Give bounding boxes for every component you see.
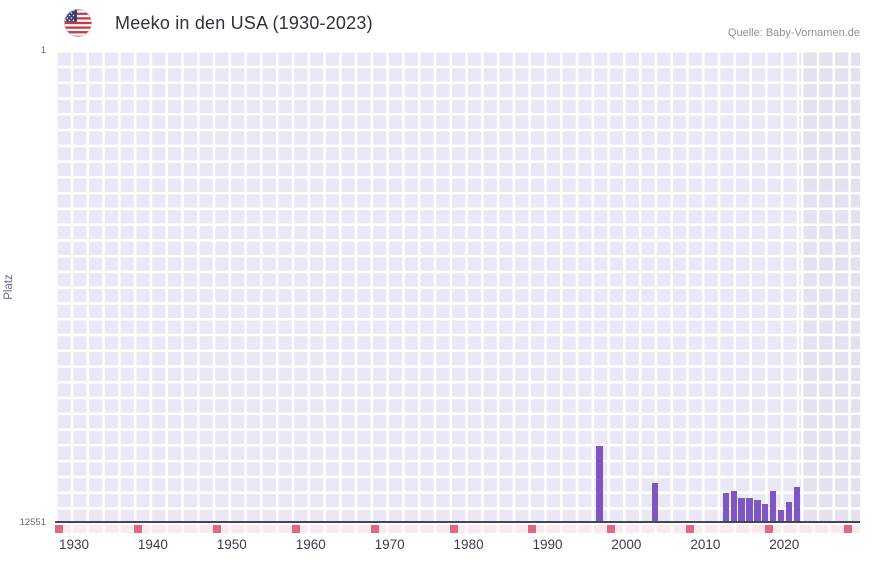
rank-bar-2014[interactable] <box>722 492 729 521</box>
decade-tick-1990 <box>528 525 537 533</box>
x-tick-label-1960: 1960 <box>295 537 326 552</box>
decade-tick-2020 <box>765 525 774 533</box>
y-tick-label-worst: 12551 <box>19 517 46 528</box>
decade-tick-1970 <box>370 525 379 533</box>
chart-title: Meeko in den USA (1930-2023) <box>115 13 373 33</box>
x-tick-label-1930: 1930 <box>58 537 89 552</box>
decade-tick-1930 <box>55 525 63 533</box>
rank-bar-2019[interactable] <box>762 504 769 521</box>
x-tick-label-1990: 1990 <box>532 537 563 552</box>
decade-tick-1950 <box>212 525 221 533</box>
x-tick-label-1980: 1980 <box>453 537 484 552</box>
us-flag-icon <box>63 8 93 38</box>
y-tick-label-best: 1 <box>40 45 46 56</box>
rank-bar-2005[interactable] <box>651 483 658 521</box>
rank-bar-2021[interactable] <box>777 509 785 521</box>
no-data-band <box>800 50 860 521</box>
decade-tick-2010 <box>686 525 695 533</box>
decade-tick-1960 <box>291 525 300 533</box>
rank-bar-2017[interactable] <box>746 498 753 521</box>
source-attribution: Quelle: Baby-Vornamen.de <box>727 27 860 39</box>
rank-bar-2018[interactable] <box>754 500 761 521</box>
plot-area <box>55 50 860 523</box>
rank-bar-2015[interactable] <box>730 490 737 521</box>
decade-tick-1940 <box>133 525 142 533</box>
x-tick-label-1970: 1970 <box>374 537 405 552</box>
x-tick-label-1940: 1940 <box>137 537 168 552</box>
x-axis-labels: 1930 1940 1950 1960 1970 1980 1990 2000 2010 2020 <box>55 537 873 555</box>
rank-bar-2022[interactable] <box>785 502 793 521</box>
timeline-strip <box>55 525 860 533</box>
x-tick-label-1950: 1950 <box>216 537 247 552</box>
x-tick-label-2020: 2020 <box>769 537 800 552</box>
decade-tick-2030 <box>844 525 853 533</box>
y-axis-title: Platz <box>3 274 15 300</box>
rank-bar-2020[interactable] <box>770 490 777 521</box>
rank-bar-1998[interactable] <box>596 445 603 521</box>
x-tick-label-2010: 2010 <box>690 537 721 552</box>
decade-tick-2000 <box>607 525 616 533</box>
x-tick-label-2000: 2000 <box>611 537 642 552</box>
rank-bar-2023[interactable] <box>793 487 800 521</box>
decade-tick-1980 <box>449 525 458 533</box>
rank-bar-2016[interactable] <box>738 498 745 521</box>
